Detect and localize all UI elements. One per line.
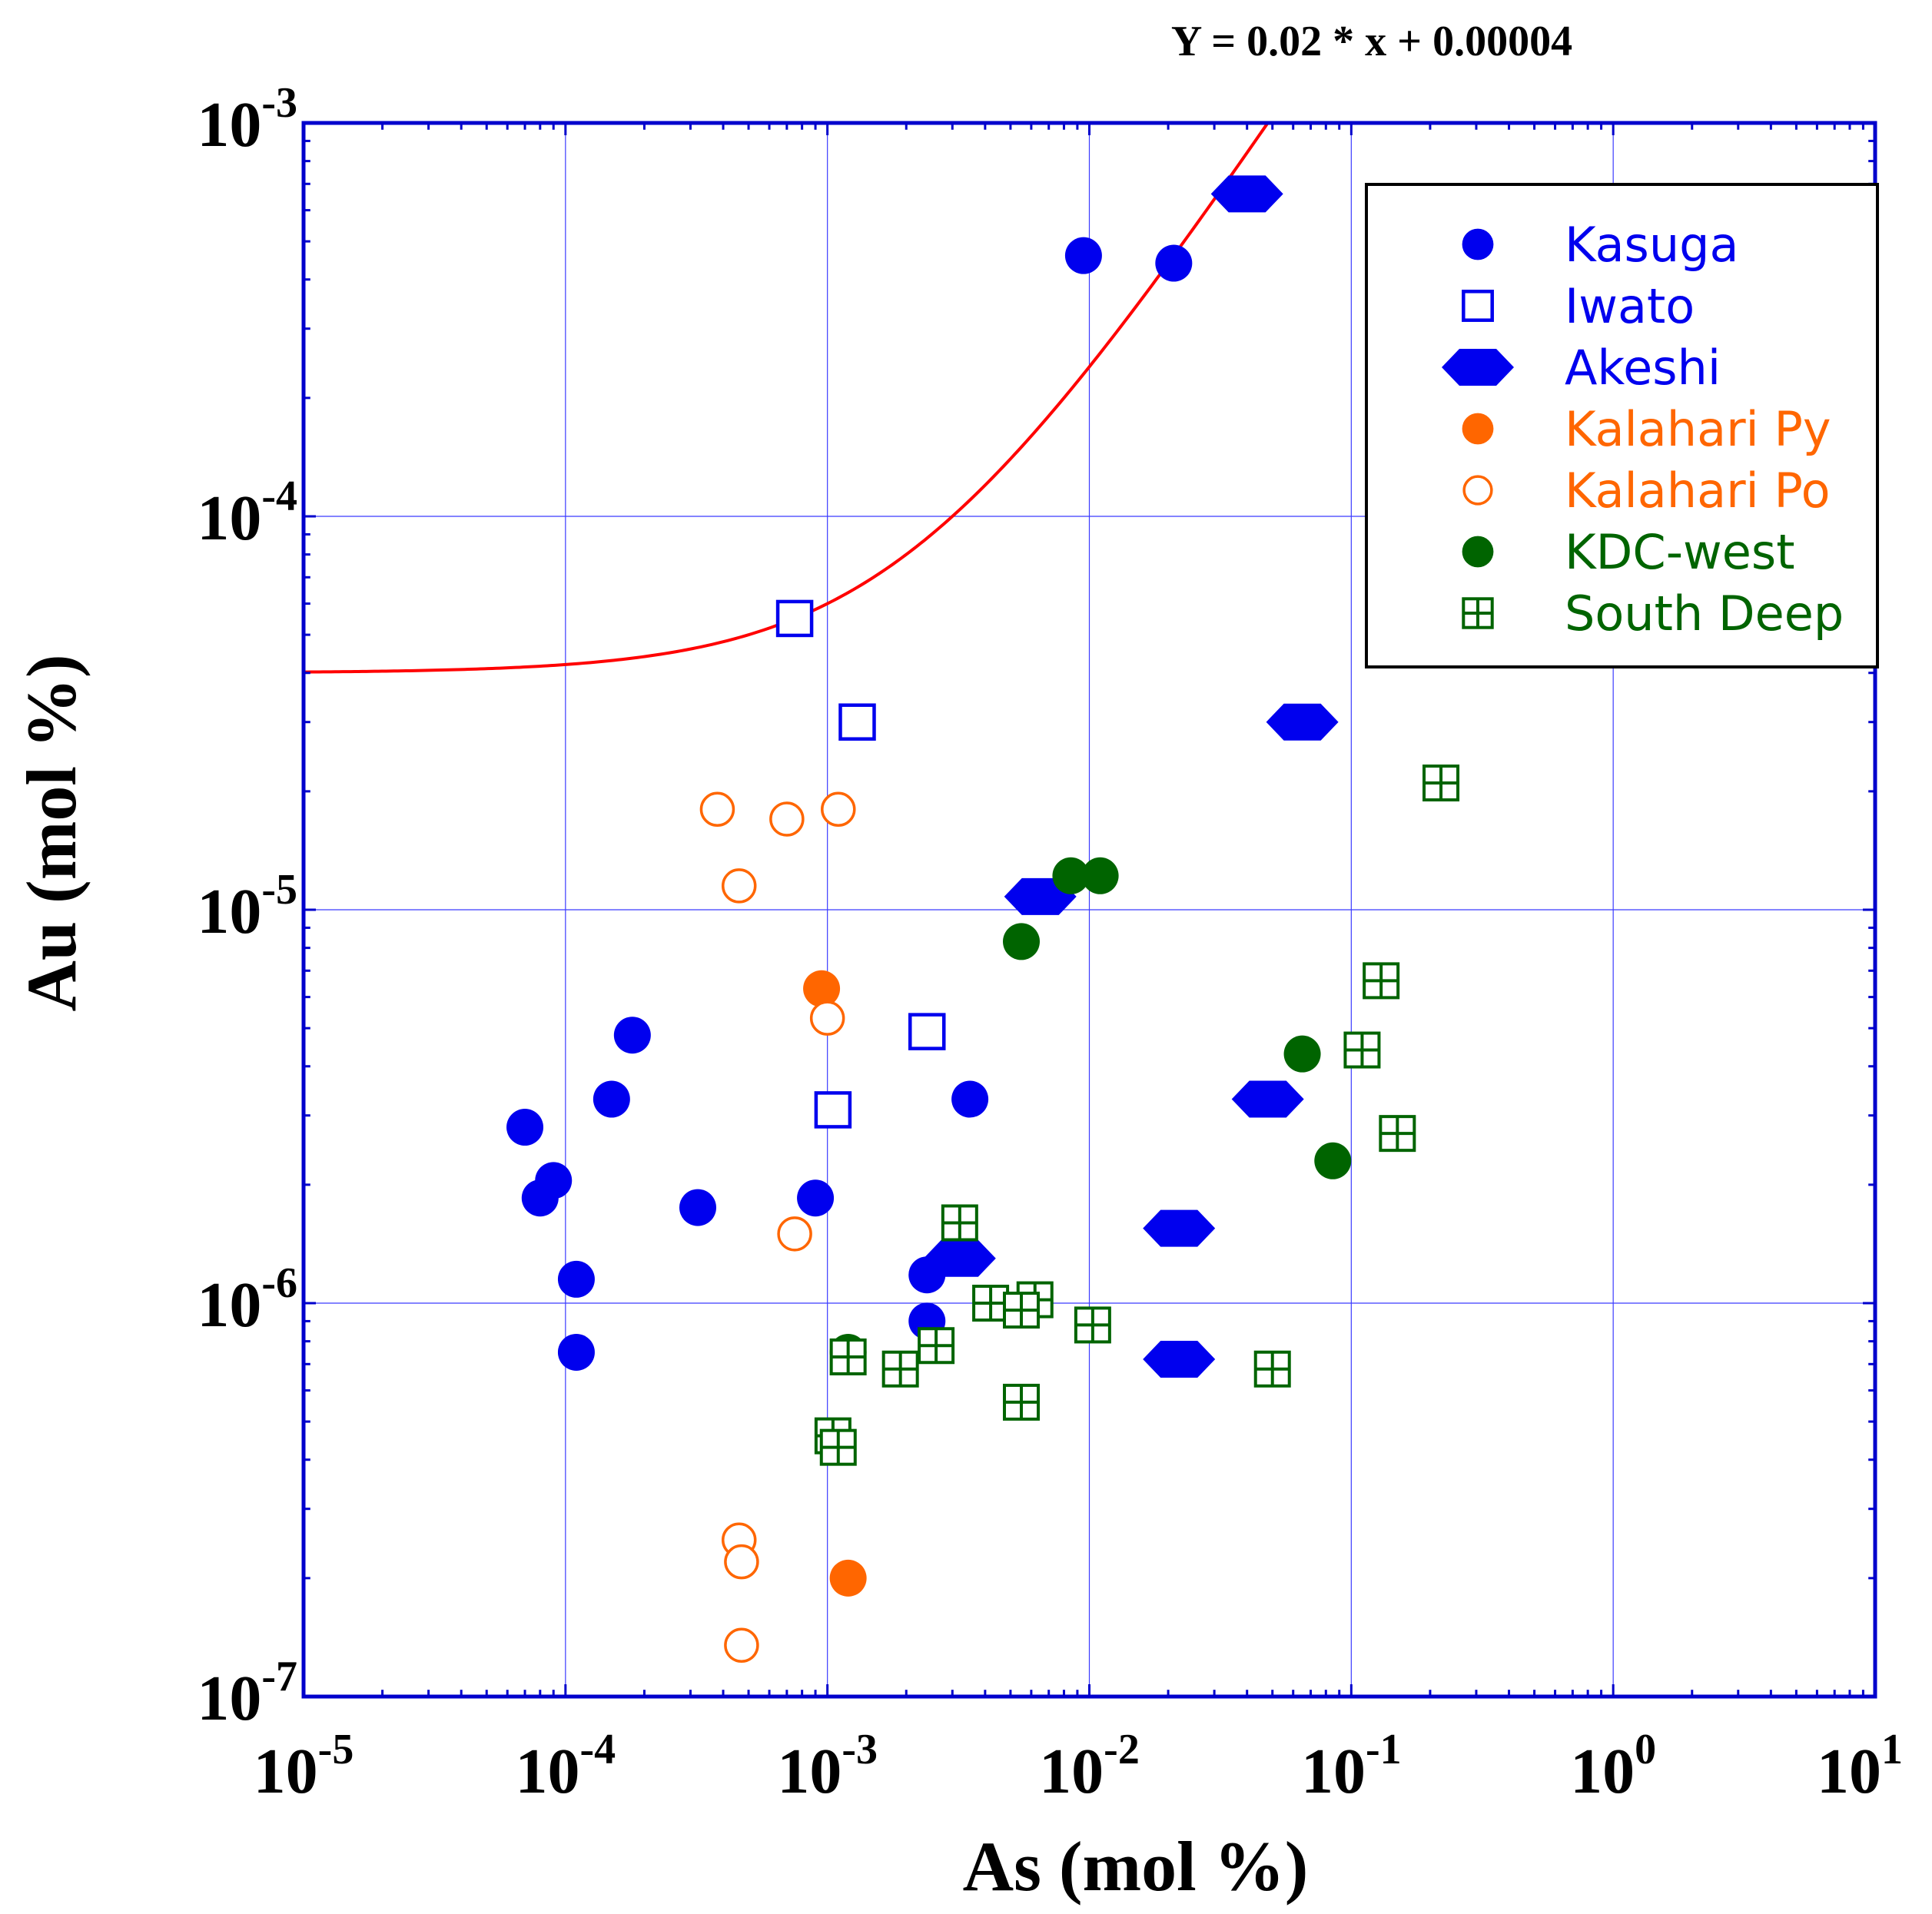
legend-label: Kalahari Py [1565,401,1831,457]
data-point [1143,1341,1216,1378]
x-tick-label: 101 [1817,1726,1903,1807]
fit-curve [304,123,1270,674]
legend-label: Kasuga [1565,217,1739,273]
data-point [803,970,841,1007]
data-point [1343,1031,1381,1069]
data-point [809,1000,845,1036]
series-iwato [775,599,946,1129]
data-point [724,1627,759,1664]
legend-box [1365,183,1879,668]
y-tick-label: 10-3 [197,79,297,161]
legend-marker [1462,475,1493,506]
data-point [819,1428,857,1466]
data-point [1003,923,1041,960]
data-point [1003,1292,1041,1329]
data-point [972,1285,1010,1322]
data-point [557,1333,595,1371]
data-point [724,1544,759,1580]
data-point [1143,1209,1216,1247]
legend-label: KDC-west [1565,524,1795,580]
y-tick-label: 10-6 [197,1259,297,1341]
x-axis-label: As (mol %) [963,1827,1309,1906]
data-point [769,801,805,837]
data-point [1314,1142,1352,1179]
data-point [1081,857,1119,894]
data-point [829,1338,867,1375]
data-point [908,1013,946,1050]
data-point [814,1091,852,1129]
data-point [1283,1035,1321,1073]
legend-label: Kalahari Po [1565,463,1831,519]
series-south-deep [814,765,1460,1466]
legend-label: South Deep [1565,585,1844,642]
data-point [797,1179,835,1217]
legend-marker [1462,597,1494,629]
data-point [923,1239,996,1277]
data-point [821,791,856,828]
legend-marker [1462,290,1494,322]
y-tick-label: 10-5 [197,866,297,947]
data-point [506,1109,544,1146]
data-point [918,1327,955,1365]
x-tick-label: 10-1 [1301,1726,1402,1807]
x-tick-label: 10-3 [777,1726,878,1807]
data-point [829,1559,867,1597]
legend-label: Akeshi [1565,340,1721,396]
series-kasuga [506,237,1193,1371]
data-point [1253,1350,1291,1388]
legend-marker [1462,536,1494,568]
data-point [941,1204,978,1242]
data-points [506,175,1460,1664]
x-tick-label: 10-4 [516,1726,616,1807]
data-point [775,599,814,638]
data-point [613,1017,651,1054]
legend-marker [1462,228,1494,260]
fit-equation-title: Y = 0.02 * x + 0.00004 [1171,18,1572,65]
y-tick-label: 10-7 [197,1653,297,1734]
legend-marker [1442,349,1514,386]
fit-line-layer [304,123,1270,674]
x-tick-label: 100 [1570,1726,1656,1807]
axis-ticks: 10-5 10-4 10-3 10-2 10-1 100 101 10-7 10-6 10-5 10… [197,79,1903,1807]
data-point [679,1189,717,1226]
data-point [1231,1080,1304,1118]
y-tick-label: 10-4 [197,473,297,554]
data-point [1074,1306,1111,1344]
legend-label: Iwato [1565,278,1695,334]
data-point [1422,765,1460,802]
data-point [593,1080,630,1118]
series-akeshi [923,175,1339,1378]
data-point [1210,175,1283,213]
data-point [1003,1383,1041,1421]
x-tick-label: 10-5 [254,1726,354,1807]
data-point [699,791,735,828]
data-point [1266,703,1339,741]
data-point [1363,962,1400,1000]
data-point [721,868,757,904]
data-point [1155,244,1193,282]
data-point [881,1350,919,1388]
y-axis-label: Au (mol %) [12,654,91,1011]
series-kalahari-po [699,791,856,1664]
data-point [777,1216,812,1252]
data-point [1052,857,1090,894]
data-point [1379,1115,1416,1153]
data-point [521,1179,559,1217]
series-kalahari-py [803,970,867,1597]
data-point [1064,237,1102,274]
data-point [557,1260,595,1298]
legend-marker [1462,413,1494,445]
data-point [951,1080,989,1118]
x-tick-label: 10-2 [1039,1726,1140,1807]
data-point [838,703,876,741]
